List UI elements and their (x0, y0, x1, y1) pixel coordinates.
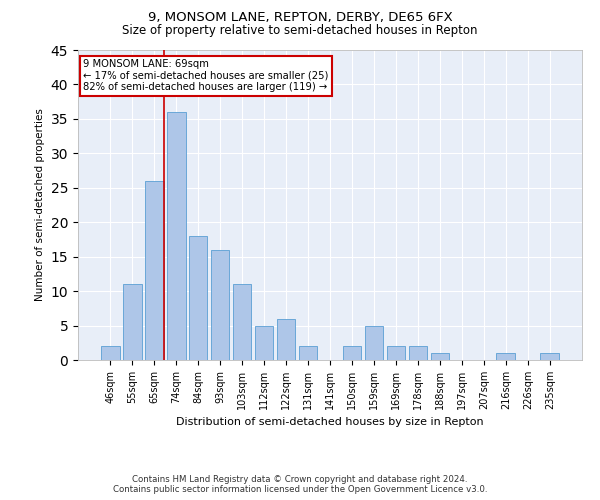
Text: Contains HM Land Registry data © Crown copyright and database right 2024.
Contai: Contains HM Land Registry data © Crown c… (113, 474, 487, 494)
Bar (123, 284, 142, 360)
Bar (541, 353, 559, 360)
Bar (101, 346, 119, 360)
Bar (145, 181, 164, 360)
Bar (211, 250, 229, 360)
Bar (365, 326, 383, 360)
Text: 9 MONSOM LANE: 69sqm
← 17% of semi-detached houses are smaller (25)
82% of semi-: 9 MONSOM LANE: 69sqm ← 17% of semi-detac… (83, 60, 328, 92)
X-axis label: Distribution of semi-detached houses by size in Repton: Distribution of semi-detached houses by … (176, 418, 484, 428)
Bar (233, 284, 251, 360)
Bar (496, 353, 515, 360)
Bar (431, 353, 449, 360)
Text: 9, MONSOM LANE, REPTON, DERBY, DE65 6FX: 9, MONSOM LANE, REPTON, DERBY, DE65 6FX (148, 11, 452, 24)
Text: Size of property relative to semi-detached houses in Repton: Size of property relative to semi-detach… (122, 24, 478, 37)
Bar (409, 346, 427, 360)
Bar (386, 346, 405, 360)
Bar (343, 346, 361, 360)
Bar (189, 236, 208, 360)
Bar (167, 112, 185, 360)
Bar (277, 318, 295, 360)
Y-axis label: Number of semi-detached properties: Number of semi-detached properties (35, 108, 45, 302)
Bar (299, 346, 317, 360)
Bar (255, 326, 274, 360)
